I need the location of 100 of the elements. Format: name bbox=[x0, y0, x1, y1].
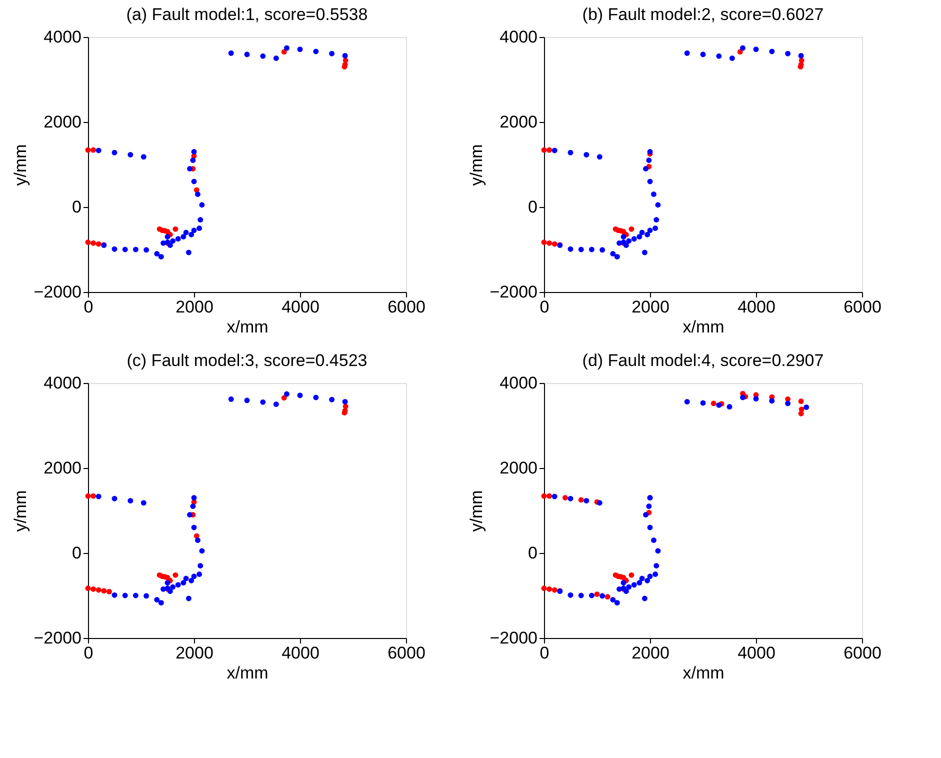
point bbox=[578, 592, 584, 598]
point bbox=[228, 50, 234, 56]
point bbox=[552, 494, 558, 500]
point bbox=[313, 48, 319, 54]
point bbox=[546, 147, 552, 153]
point bbox=[112, 246, 118, 252]
point bbox=[628, 572, 634, 578]
point bbox=[187, 512, 192, 518]
point bbox=[636, 234, 642, 240]
point bbox=[643, 166, 648, 172]
point bbox=[546, 240, 552, 246]
y-axis-title: y/mm bbox=[10, 490, 30, 532]
point bbox=[144, 247, 150, 253]
point bbox=[186, 250, 192, 256]
point bbox=[244, 52, 250, 58]
point bbox=[614, 254, 620, 260]
y-tick-label: 4000 bbox=[44, 28, 82, 46]
point bbox=[122, 246, 128, 252]
y-axis-title: y/mm bbox=[10, 144, 30, 186]
point bbox=[106, 588, 112, 594]
point bbox=[154, 251, 160, 256]
point bbox=[647, 574, 653, 580]
point bbox=[284, 391, 290, 397]
point bbox=[180, 234, 186, 240]
point bbox=[329, 50, 335, 56]
point bbox=[620, 234, 626, 240]
point bbox=[140, 500, 146, 506]
point bbox=[187, 166, 192, 172]
point bbox=[96, 241, 102, 247]
point bbox=[85, 147, 91, 153]
point bbox=[90, 493, 96, 499]
y-tick-label: 0 bbox=[72, 544, 82, 562]
point bbox=[642, 250, 648, 256]
point bbox=[546, 493, 552, 499]
point bbox=[175, 582, 181, 588]
point bbox=[753, 46, 759, 52]
x-tick-label: 6000 bbox=[844, 644, 882, 662]
point bbox=[297, 46, 303, 52]
point bbox=[552, 241, 558, 247]
point bbox=[90, 240, 96, 246]
point bbox=[568, 496, 574, 502]
x-tick-label: 0 bbox=[84, 298, 94, 316]
x-tick-label: 2000 bbox=[176, 644, 214, 662]
point bbox=[196, 572, 202, 577]
point bbox=[654, 563, 660, 568]
point bbox=[541, 147, 547, 153]
point bbox=[700, 400, 706, 406]
point bbox=[729, 56, 735, 61]
point bbox=[154, 597, 160, 602]
point bbox=[594, 591, 600, 597]
point bbox=[620, 580, 626, 586]
x-tick-label: 6000 bbox=[388, 298, 426, 316]
point bbox=[191, 574, 197, 580]
point bbox=[578, 246, 584, 252]
point bbox=[552, 587, 558, 593]
point bbox=[194, 538, 200, 543]
x-tick-label: 2000 bbox=[176, 298, 214, 316]
point bbox=[646, 504, 652, 509]
point bbox=[643, 512, 648, 518]
chart-title: (d) Fault model:4, score=0.2907 bbox=[582, 351, 824, 370]
point bbox=[596, 500, 602, 506]
point bbox=[101, 588, 107, 594]
x-tick-label: 2000 bbox=[632, 298, 670, 316]
point bbox=[785, 400, 791, 406]
point bbox=[785, 50, 791, 56]
point bbox=[175, 236, 181, 242]
y-tick-label: 2000 bbox=[44, 458, 82, 478]
point bbox=[191, 495, 197, 500]
point bbox=[183, 576, 189, 582]
point bbox=[199, 548, 205, 554]
point bbox=[132, 246, 138, 252]
point bbox=[652, 572, 658, 577]
point bbox=[631, 236, 637, 242]
point bbox=[644, 232, 650, 238]
point bbox=[244, 398, 250, 404]
point bbox=[684, 398, 690, 404]
point bbox=[639, 230, 645, 236]
point bbox=[636, 580, 642, 586]
point bbox=[740, 45, 746, 51]
point bbox=[546, 586, 552, 592]
point bbox=[140, 154, 146, 160]
point bbox=[631, 582, 637, 588]
x-tick-label: 4000 bbox=[282, 644, 320, 662]
point bbox=[313, 394, 319, 400]
chart-title: (b) Fault model:2, score=0.6027 bbox=[582, 5, 824, 24]
point bbox=[198, 217, 204, 222]
x-tick-label: 4000 bbox=[738, 644, 776, 662]
point bbox=[652, 226, 658, 231]
point bbox=[273, 56, 279, 61]
point bbox=[700, 52, 706, 58]
point bbox=[164, 580, 170, 586]
point bbox=[96, 587, 102, 593]
point bbox=[600, 247, 606, 253]
point bbox=[568, 592, 574, 598]
y-tick-label: −2000 bbox=[490, 282, 538, 302]
x-axis-title: x/mm bbox=[226, 664, 268, 682]
point bbox=[552, 148, 558, 154]
point bbox=[588, 592, 594, 598]
point bbox=[588, 246, 594, 252]
point bbox=[798, 398, 804, 404]
